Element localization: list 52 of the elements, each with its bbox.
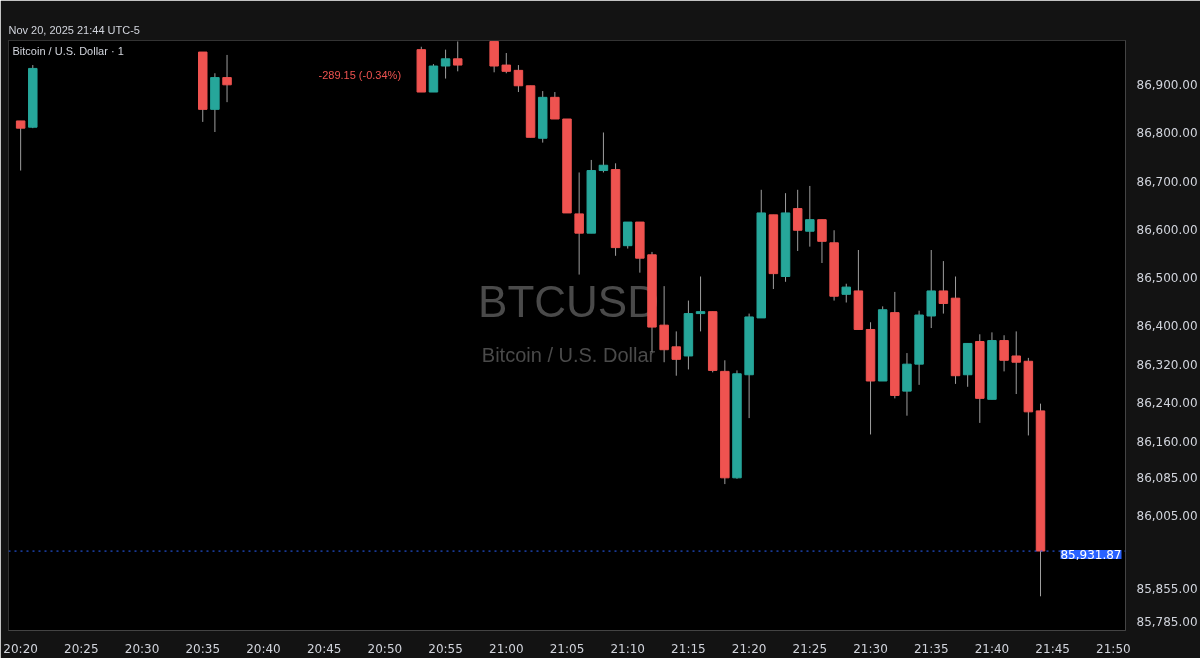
y-tick-label: 86,400.00: [1136, 319, 1198, 334]
y-tick-label: 86,900.00: [1136, 78, 1198, 93]
x-tick-label: 20:45: [306, 641, 342, 656]
y-tick-label: 85,785.00: [1136, 615, 1198, 630]
y-tick-label: 86,700.00: [1136, 174, 1198, 189]
x-tick-label: 21:10: [610, 641, 646, 656]
candlestick: [622, 221, 633, 250]
x-tick-label: 20:55: [428, 641, 463, 656]
candlestick: [671, 330, 682, 377]
candlestick: [550, 91, 560, 120]
candlestick: [792, 189, 803, 252]
candlestick: [695, 276, 706, 332]
y-tick-label: 86,085.00: [1136, 470, 1198, 485]
x-tick-label: 21:30: [853, 641, 888, 656]
x-tick-label: 20:25: [64, 641, 99, 656]
y-tick-label: 86,320.00: [1136, 357, 1198, 372]
annotation: -289.15 (-0.34%): [318, 68, 402, 81]
x-tick-label: 21:45: [1035, 641, 1070, 656]
x-tick-label: 20:40: [246, 641, 281, 656]
y-tick-label: 86,600.00: [1136, 222, 1198, 237]
candlestick: [841, 283, 851, 304]
candlestick: [805, 185, 815, 248]
annotation: Bitcoin / U.S. Dollar: [481, 343, 656, 366]
candlestick: [598, 131, 609, 173]
candlestick: [817, 219, 827, 264]
x-tick-label: 21:20: [731, 641, 767, 656]
x-tick-label: 21:00: [489, 641, 524, 656]
x-tick-label: 21:15: [671, 641, 706, 656]
x-tick-label: 21:35: [913, 641, 949, 656]
x-tick-label: 20:50: [367, 641, 403, 656]
x-tick-label: 20:30: [124, 641, 160, 656]
x-tick-label: 21:40: [974, 641, 1010, 656]
y-tick-label: 86,005.00: [1136, 509, 1198, 524]
y-tick-label: 86,160.00: [1136, 434, 1198, 449]
candlestick: [501, 52, 512, 74]
candlestick: [574, 171, 584, 276]
x-tick-label: 21:05: [549, 641, 585, 656]
candlestick: [938, 260, 949, 315]
chart-title: Bitcoin / U.S. Dollar · 1: [12, 44, 124, 57]
candlestick: [513, 64, 524, 93]
y-tick-label: 86,800.00: [1136, 126, 1198, 141]
y-tick-label: 85,855.00: [1136, 581, 1198, 596]
x-tick-label: 20:20: [3, 641, 38, 656]
text: Nov 20, 2025 21:44 UTC-5: [8, 23, 140, 36]
ref-line-label: 85,931.87: [1060, 548, 1122, 563]
x-tick-label: 21:50: [1096, 641, 1131, 656]
x-tick-label: 21:25: [792, 641, 828, 656]
candlestick: [999, 334, 1009, 372]
y-tick-label: 86,500.00: [1136, 270, 1198, 285]
y-tick-label: 86,240.00: [1136, 396, 1198, 411]
x-tick-label: 20:35: [185, 641, 221, 656]
candlestick: [1011, 330, 1021, 395]
